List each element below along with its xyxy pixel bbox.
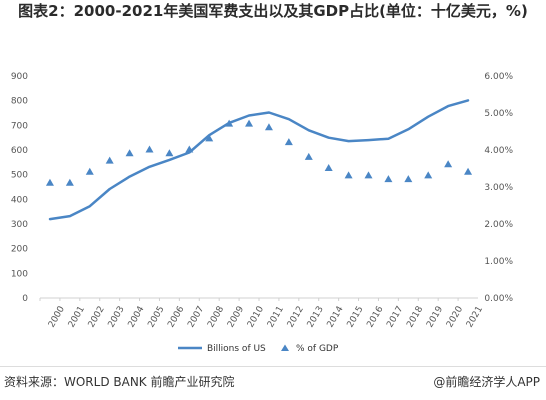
x-tick-label: 2016 <box>365 304 385 329</box>
x-tick-label: 2017 <box>385 305 405 330</box>
gdp-share-marker <box>185 145 194 153</box>
x-tick-label: 2001 <box>67 305 87 330</box>
x-tick-label: 2006 <box>166 304 186 329</box>
left-tick-label: 0 <box>22 294 28 304</box>
left-tick-label: 300 <box>11 220 28 230</box>
gdp-share-marker <box>404 175 413 183</box>
left-tick-label: 500 <box>11 171 28 181</box>
x-tick-label: 2007 <box>186 305 206 330</box>
gdp-share-marker <box>65 178 74 186</box>
gdp-share-marker <box>225 119 234 127</box>
right-tick-label: 1.00% <box>484 257 513 267</box>
legend-triangle-swatch <box>281 344 289 351</box>
x-tick-label: 2012 <box>286 305 306 330</box>
x-tick-label: 2021 <box>465 305 485 330</box>
chart-title: 图表2：2000-2021年美国军费支出以及其GDP占比(单位：十亿美元，%) <box>18 2 528 20</box>
brand-credit: @前瞻经济学人APP <box>433 375 540 389</box>
left-tick-label: 600 <box>11 146 28 156</box>
chart-area: 0 100 200 300 400 500 600 700 800 900 0.00% 1.00% 2… <box>11 72 514 354</box>
gdp-share-marker <box>464 167 473 175</box>
x-tick-label: 2004 <box>127 304 147 329</box>
x-tick-label: 2015 <box>346 305 366 330</box>
x-tick-label: 2005 <box>146 305 166 330</box>
right-tick-label: 6.00% <box>484 72 513 82</box>
series-line-billions <box>48 99 470 221</box>
x-tick-label: 2019 <box>425 304 445 329</box>
x-tick-label: 2008 <box>206 304 226 329</box>
x-tick-label: 2000 <box>47 304 67 329</box>
left-axis-ticks: 0 100 200 300 400 500 600 700 800 900 <box>11 72 28 304</box>
x-tick-label: 2002 <box>87 305 107 330</box>
gdp-share-marker <box>364 171 373 179</box>
gdp-share-marker <box>125 149 134 157</box>
gdp-share-marker <box>344 171 353 179</box>
right-axis-ticks: 0.00% 1.00% 2.00% 3.00% 4.00% 5.00% 6.00% <box>484 72 513 304</box>
gdp-share-marker <box>85 167 94 175</box>
source-note: 资料来源：WORLD BANK 前瞻产业研究院 <box>4 375 235 389</box>
gdp-share-marker <box>384 175 393 183</box>
gdp-share-marker <box>145 145 154 153</box>
x-axis-ticks: 2000 2001 2002 2003 2004 2005 2006 2007 2008 2009… <box>39 298 485 330</box>
gdp-share-marker <box>324 164 333 171</box>
gdp-share-marker <box>284 138 293 146</box>
left-tick-label: 900 <box>11 72 28 82</box>
gdp-share-marker <box>424 171 433 179</box>
left-tick-label: 400 <box>11 195 28 205</box>
legend: Billions of US % of GDP <box>178 344 339 354</box>
left-tick-label: 200 <box>11 245 28 255</box>
gdp-share-marker <box>304 152 313 160</box>
legend-label-billions: Billions of US <box>207 344 266 354</box>
gdp-share-marker <box>444 160 453 168</box>
gdp-share-marker <box>165 149 174 157</box>
gdp-share-marker <box>205 134 214 142</box>
gdp-share-marker <box>245 119 254 127</box>
footer-divider <box>0 366 546 367</box>
x-tick-label: 2014 <box>326 304 346 329</box>
series-markers-gdp-share <box>45 119 473 186</box>
left-tick-label: 100 <box>11 269 28 279</box>
right-tick-label: 4.00% <box>484 146 513 156</box>
right-tick-label: 2.00% <box>484 220 513 230</box>
x-tick-label: 2011 <box>266 305 286 330</box>
right-tick-label: 5.00% <box>484 109 513 119</box>
left-tick-label: 700 <box>11 121 28 131</box>
gdp-share-marker <box>264 123 273 131</box>
x-tick-label: 2018 <box>405 304 425 329</box>
gdp-share-marker <box>45 178 54 186</box>
x-tick-label: 2020 <box>445 304 465 329</box>
x-tick-label: 2013 <box>306 305 326 330</box>
legend-label-gdp: % of GDP <box>296 344 339 354</box>
gdp-share-marker <box>105 156 114 164</box>
x-tick-label: 2003 <box>107 305 127 330</box>
left-tick-label: 800 <box>11 97 28 107</box>
right-tick-label: 3.00% <box>484 183 513 193</box>
x-tick-label: 2009 <box>226 304 246 329</box>
x-tick-label: 2010 <box>246 304 266 329</box>
right-tick-label: 0.00% <box>484 294 513 304</box>
